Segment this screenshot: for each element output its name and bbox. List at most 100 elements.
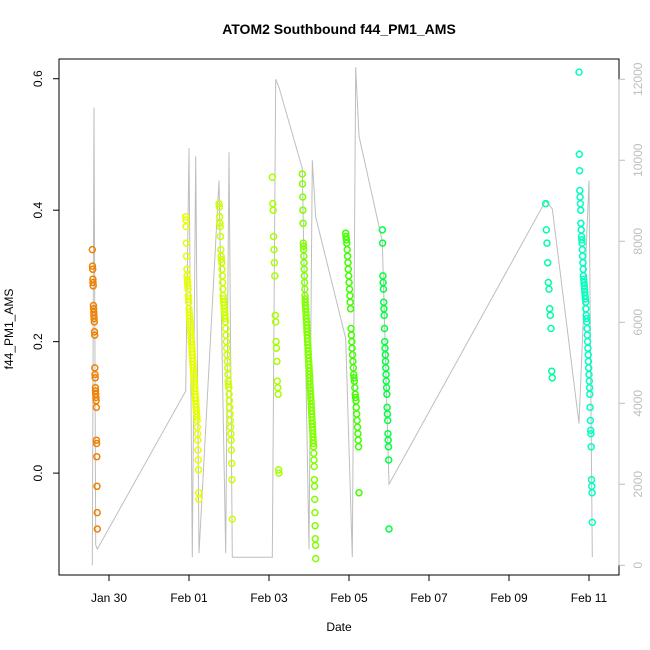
data-point xyxy=(299,206,307,214)
x-tick-label: Feb 11 xyxy=(571,591,608,605)
data-point xyxy=(546,311,555,320)
data-point xyxy=(182,222,190,231)
data-point xyxy=(586,426,595,435)
data-point xyxy=(89,278,97,287)
data-point xyxy=(587,443,595,451)
data-point xyxy=(541,199,550,208)
data-point xyxy=(345,285,354,293)
data-point xyxy=(228,515,237,523)
data-point xyxy=(224,370,232,379)
data-point xyxy=(310,462,318,471)
data-point xyxy=(309,439,318,448)
data-point xyxy=(91,374,99,382)
data-point xyxy=(544,278,553,287)
data-point xyxy=(384,456,393,464)
data-point xyxy=(575,166,584,175)
data-point xyxy=(92,436,101,444)
data-point xyxy=(222,337,231,346)
data-point xyxy=(310,456,318,464)
data-point xyxy=(586,390,594,398)
data-point xyxy=(344,259,352,267)
data-point xyxy=(310,482,319,491)
data-point xyxy=(193,423,202,431)
data-point xyxy=(298,193,307,201)
x-tick-label: Jan 30 xyxy=(91,591,127,605)
data-point xyxy=(268,173,277,182)
data-point xyxy=(195,495,203,504)
data-point xyxy=(274,466,283,474)
data-point xyxy=(88,265,97,274)
data-point xyxy=(184,295,193,303)
data-point xyxy=(90,331,99,339)
x-tick-label: Feb 01 xyxy=(170,591,208,605)
y2-tick-label: 6000 xyxy=(631,309,645,336)
plot-frame xyxy=(58,58,620,576)
data-point xyxy=(274,383,282,392)
data-point xyxy=(579,259,587,267)
y-tick-label: 0.0 xyxy=(31,464,45,481)
data-point xyxy=(582,314,591,323)
y2-tick-label: 0 xyxy=(631,562,645,569)
data-point xyxy=(217,245,225,254)
data-point xyxy=(344,265,353,274)
data-point xyxy=(226,423,235,431)
data-point xyxy=(92,403,101,412)
data-point xyxy=(221,314,229,323)
data-point xyxy=(353,423,362,431)
data-point xyxy=(311,541,320,550)
data-point xyxy=(271,318,280,326)
data-point xyxy=(345,278,353,287)
data-points xyxy=(88,68,597,563)
data-point xyxy=(270,259,279,267)
data-point xyxy=(353,416,361,425)
data-point xyxy=(588,489,596,497)
data-point xyxy=(225,403,234,412)
data-point xyxy=(227,446,236,454)
data-point xyxy=(378,239,387,247)
data-point xyxy=(547,367,556,375)
data-point xyxy=(90,318,99,326)
data-point xyxy=(577,226,585,234)
data-point xyxy=(271,272,279,280)
data-point xyxy=(226,416,235,425)
data-point xyxy=(350,374,358,382)
y2-tick-label: 8000 xyxy=(631,228,645,255)
data-point xyxy=(273,377,282,385)
data-point xyxy=(90,314,98,323)
data-point xyxy=(583,324,591,333)
y2-tick-label: 10000 xyxy=(631,143,645,177)
data-point xyxy=(311,521,319,530)
data-point xyxy=(218,265,226,274)
y-tick-label: 0.4 xyxy=(31,202,45,219)
data-point xyxy=(583,331,592,339)
data-point xyxy=(89,282,97,290)
data-point xyxy=(194,466,203,474)
data-point xyxy=(575,68,583,76)
data-point xyxy=(228,475,236,484)
data-point xyxy=(378,226,387,234)
data-point xyxy=(576,186,584,195)
data-point xyxy=(269,232,278,241)
data-point xyxy=(215,199,223,208)
data-point xyxy=(93,482,101,491)
data-point xyxy=(585,377,594,385)
data-point xyxy=(545,285,553,293)
y2-tick-label: 4000 xyxy=(631,390,645,417)
data-point xyxy=(93,508,101,517)
data-point xyxy=(380,324,389,333)
secondary-series xyxy=(91,67,593,566)
data-point xyxy=(575,150,584,159)
data-point xyxy=(182,252,191,260)
data-point xyxy=(90,328,99,336)
data-point xyxy=(380,311,388,320)
chart-title: ATOM2 Southbound f44_PM1_AMS xyxy=(222,21,456,37)
data-point xyxy=(88,245,97,254)
data-point xyxy=(310,495,319,504)
data-point xyxy=(299,219,307,228)
data-point xyxy=(311,535,320,543)
x-tick-label: Feb 05 xyxy=(330,591,368,605)
data-point xyxy=(547,324,555,333)
data-point xyxy=(578,252,587,260)
x-axis-label: Date xyxy=(326,620,352,634)
